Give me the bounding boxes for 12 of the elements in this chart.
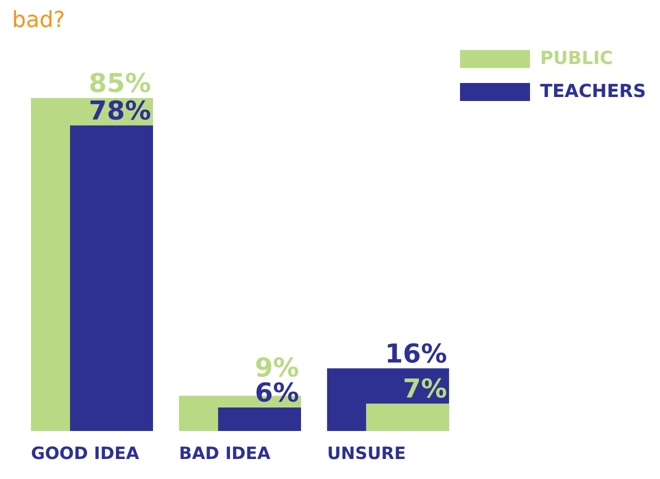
data-label: 85% — [88, 69, 151, 99]
x-tick-label: GOOD IDEA — [31, 444, 140, 464]
x-tick-label: BAD IDEA — [179, 444, 272, 464]
bar — [218, 407, 302, 431]
data-label: 16% — [384, 339, 448, 370]
data-label: 78% — [88, 96, 151, 126]
x-tick-label: UNSURE — [327, 444, 406, 464]
data-label: 7% — [402, 374, 448, 405]
legend-label: TEACHERS — [540, 81, 646, 102]
bar — [70, 125, 153, 431]
legend-label: PUBLIC — [540, 48, 613, 69]
chart-title: bad? — [12, 8, 66, 33]
